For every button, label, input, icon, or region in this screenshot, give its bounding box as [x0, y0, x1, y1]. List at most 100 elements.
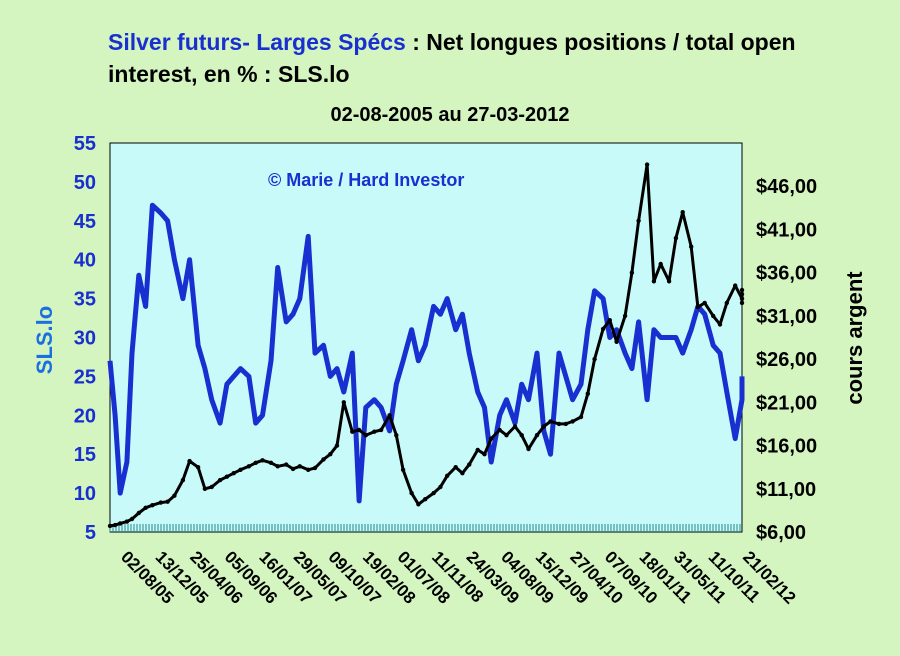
left-axis-label: SLS.lo — [32, 306, 57, 374]
price-point — [578, 414, 584, 420]
right-tick-label: $36,00 — [756, 263, 817, 285]
price-point — [112, 522, 118, 528]
price-point — [231, 471, 236, 476]
date-rug — [109, 524, 741, 532]
price-point — [695, 305, 701, 310]
price-point — [209, 484, 214, 490]
left-tick-label: 30 — [74, 328, 96, 350]
price-point — [702, 300, 707, 306]
price-point — [739, 300, 745, 306]
price-point — [680, 210, 685, 215]
price-point — [431, 490, 436, 496]
price-point — [733, 283, 738, 288]
price-point — [260, 458, 265, 463]
price-point — [526, 446, 531, 452]
price-point — [253, 460, 258, 465]
price-point — [629, 270, 635, 275]
price-point — [400, 467, 406, 472]
price-point — [475, 447, 480, 453]
right-tick-label: $26,00 — [756, 349, 817, 371]
price-point — [195, 465, 201, 470]
price-point — [504, 433, 509, 438]
x-axis-ticks: 02/08/0513/12/0525/04/0605/09/0616/01/07… — [117, 547, 799, 607]
left-tick-label: 15 — [74, 444, 96, 466]
price-point — [445, 473, 450, 478]
price-point — [312, 465, 318, 471]
right-axis-label: cours argent — [842, 271, 867, 405]
price-point — [739, 296, 745, 301]
price-point — [689, 244, 694, 249]
left-tick-label: 35 — [74, 289, 96, 311]
price-point — [614, 339, 619, 344]
right-tick-label: $16,00 — [756, 436, 817, 458]
price-point — [409, 490, 414, 496]
chart-subtitle: 02-08-2005 au 27-03-2012 — [330, 104, 570, 126]
price-point — [460, 471, 465, 476]
price-point — [651, 279, 657, 284]
price-point — [636, 218, 641, 223]
price-point — [341, 400, 346, 405]
price-point — [548, 419, 553, 424]
price-point — [416, 502, 421, 507]
price-point — [534, 433, 540, 438]
price-point — [658, 261, 663, 267]
price-point — [394, 433, 399, 438]
price-point — [187, 458, 192, 464]
price-point — [438, 484, 443, 490]
price-point — [165, 499, 170, 504]
price-point — [284, 462, 289, 467]
left-tick-label: 50 — [74, 172, 96, 194]
series-group — [107, 162, 745, 529]
price-point — [519, 433, 524, 438]
right-axis-ticks: $46,00 $41,00 $36,00 $31,00 $26,00 $21,00 $16,… — [756, 176, 817, 544]
price-point — [739, 292, 745, 297]
price-point — [150, 503, 155, 508]
right-tick-label: $46,00 — [756, 176, 817, 198]
left-tick-label: 40 — [74, 250, 96, 272]
price-point — [378, 427, 384, 433]
left-axis-ticks: 55 50 45 40 35 30 25 20 15 10 5 — [74, 133, 96, 544]
price-point — [124, 519, 130, 524]
price-point — [711, 313, 716, 319]
price-point — [600, 326, 606, 332]
price-point — [541, 424, 546, 429]
price-point — [467, 462, 472, 467]
price-point — [423, 497, 428, 502]
price-point — [497, 427, 502, 433]
price-point — [724, 300, 729, 306]
left-tick-label: 10 — [74, 483, 96, 505]
price-point — [570, 419, 575, 424]
left-tick-label: 55 — [74, 133, 96, 155]
price-point — [350, 429, 355, 434]
price-point — [489, 436, 494, 441]
left-tick-label: 20 — [74, 405, 96, 427]
left-tick-label: 5 — [85, 522, 96, 544]
copyright-annotation: © Marie / Hard Investor — [268, 170, 464, 190]
price-point — [268, 460, 274, 465]
price-point — [387, 413, 392, 418]
price-point — [136, 510, 141, 516]
price-point — [238, 467, 243, 472]
price-point — [739, 287, 745, 293]
price-point — [297, 464, 302, 469]
right-tick-label: $6,00 — [756, 522, 806, 544]
right-tick-label: $11,00 — [756, 479, 816, 501]
price-point — [172, 493, 177, 498]
price-point — [224, 474, 230, 479]
price-point — [107, 523, 113, 529]
price-point — [363, 433, 368, 438]
price-point — [482, 452, 487, 457]
price-point — [512, 424, 518, 429]
series-line-sls — [107, 202, 745, 504]
right-tick-label: $41,00 — [756, 219, 817, 241]
price-point — [673, 235, 679, 241]
price-point — [563, 421, 568, 427]
price-point — [180, 477, 186, 483]
price-point — [306, 467, 311, 472]
price-point — [644, 162, 650, 167]
price-point — [143, 505, 148, 510]
price-point — [290, 466, 296, 472]
price-point — [202, 486, 208, 491]
right-tick-label: $31,00 — [756, 306, 817, 328]
